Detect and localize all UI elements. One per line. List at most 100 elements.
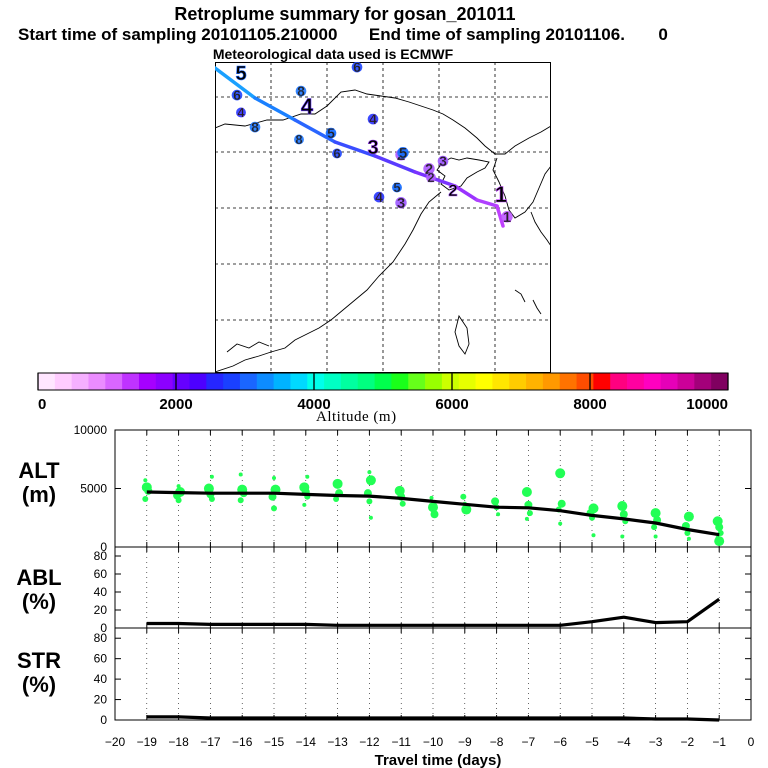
trajectory-segment bbox=[333, 140, 377, 158]
x-tick-label: −3 bbox=[649, 735, 663, 749]
x-tick-label: −11 bbox=[391, 735, 411, 749]
particle-cluster-point bbox=[237, 497, 244, 504]
str-ytick-label: 0 bbox=[100, 713, 107, 727]
plume-dot bbox=[397, 147, 409, 159]
x-tick-label: −6 bbox=[553, 735, 567, 749]
x-tick-label: −13 bbox=[327, 735, 348, 749]
particle-cluster-point bbox=[302, 502, 307, 507]
x-tick-label: 0 bbox=[748, 735, 755, 749]
colorbar-cell bbox=[357, 373, 375, 390]
particle-cluster-point bbox=[524, 516, 529, 521]
day-marker-2: 2 bbox=[425, 161, 433, 178]
colorbar-cell bbox=[711, 373, 729, 390]
abl-label: ABL bbox=[16, 565, 62, 590]
day-marker-4: 4 bbox=[369, 111, 377, 127]
colorbar-cell bbox=[54, 373, 73, 390]
x-axis-title: Travel time (days) bbox=[375, 752, 502, 768]
particle-cluster-point bbox=[460, 493, 467, 500]
particle-cluster-point bbox=[558, 521, 563, 526]
day-marker-5: 5 bbox=[393, 180, 400, 195]
str-panel-label: STR (%) bbox=[4, 649, 74, 697]
particle-cluster-point bbox=[429, 495, 434, 500]
colorbar-cell bbox=[374, 373, 392, 390]
colorbar-cell bbox=[122, 373, 140, 390]
colorbar-cell bbox=[660, 373, 678, 390]
colorbar-cell bbox=[677, 373, 695, 390]
particle-cluster-point bbox=[175, 497, 182, 504]
colorbar-cell bbox=[273, 373, 291, 390]
day-marker-1: 1 bbox=[495, 182, 507, 207]
alt-ytick-label: 10000 bbox=[74, 423, 108, 437]
colorbar-cell bbox=[492, 373, 510, 390]
plume-dot bbox=[295, 85, 307, 97]
colorbar-cell bbox=[526, 373, 544, 390]
particle-cluster-point bbox=[367, 470, 372, 475]
particle-cluster-point bbox=[272, 475, 276, 480]
particle-cluster-point bbox=[526, 510, 533, 517]
plume-dot bbox=[437, 155, 449, 167]
particle-cluster-point bbox=[332, 478, 343, 489]
trajectory-segment bbox=[475, 198, 499, 208]
str-panel: 0 20 40 60 80 bbox=[94, 627, 752, 727]
particle-cluster-point bbox=[366, 498, 373, 505]
abl-ytick-label: 20 bbox=[94, 603, 108, 617]
plume-dot bbox=[332, 148, 342, 159]
particle-cluster-point bbox=[557, 499, 566, 508]
particle-cluster-point bbox=[461, 504, 472, 515]
particle-cluster-point bbox=[521, 487, 532, 498]
str-unit: (%) bbox=[21, 672, 57, 697]
colorbar-cell bbox=[542, 373, 561, 390]
x-tick-label: −7 bbox=[522, 735, 536, 749]
chart-title: Retroplume summary for gosan_201011 bbox=[174, 4, 516, 24]
plume-trajectory bbox=[215, 66, 505, 228]
colorbar-cell bbox=[155, 373, 174, 390]
trajectory-segment bbox=[215, 66, 257, 100]
particle-cluster-point bbox=[428, 502, 438, 513]
particle-cluster-point bbox=[651, 524, 658, 531]
plume-dot bbox=[231, 89, 243, 101]
x-tick-label: −17 bbox=[200, 735, 221, 749]
end-time-label: End time of sampling 20101106. bbox=[368, 25, 625, 44]
colorbar-tick-label: 2000 bbox=[159, 396, 192, 413]
abl-panel: 0 20 40 60 80 bbox=[94, 546, 752, 635]
particle-cluster-point bbox=[305, 474, 310, 479]
plume-dot bbox=[367, 113, 379, 125]
colorbar-cell bbox=[627, 373, 645, 390]
end-time-suffix: 0 bbox=[658, 25, 668, 44]
particle-cluster-point bbox=[620, 534, 625, 539]
colorbar-cell bbox=[239, 373, 258, 390]
plume-dot bbox=[501, 211, 513, 223]
colorbar-title: Altitude (m) bbox=[316, 409, 397, 425]
colorbar-tick-label: 8000 bbox=[573, 396, 606, 413]
colorbar-tick-label: 6000 bbox=[435, 396, 468, 413]
colorbar-cell bbox=[38, 373, 56, 390]
day-marker-8: 8 bbox=[295, 132, 302, 147]
str-label: STR bbox=[17, 648, 61, 673]
x-tick-label: −12 bbox=[359, 735, 380, 749]
x-tick-label: −10 bbox=[423, 735, 444, 749]
plume-dot bbox=[294, 134, 304, 145]
x-tick-label: −16 bbox=[232, 735, 253, 749]
plume-dot bbox=[373, 191, 385, 203]
colorbar-cell bbox=[189, 373, 207, 390]
day-marker-1: 1 bbox=[503, 209, 511, 226]
particle-cluster-point bbox=[619, 510, 628, 519]
particle-cluster-point bbox=[686, 536, 691, 541]
colorbar-cell bbox=[172, 373, 190, 390]
plume-markers: 12345122345566884325684 bbox=[231, 62, 513, 226]
particle-cluster-point bbox=[653, 534, 658, 539]
day-marker-3: 3 bbox=[367, 137, 378, 159]
particle-cluster-point bbox=[209, 474, 214, 479]
met-data-label: Meteorological data used is ECMWF bbox=[212, 46, 454, 62]
day-marker-4: 4 bbox=[375, 189, 383, 205]
colorbar-tick-label: 4000 bbox=[297, 396, 330, 413]
particle-cluster-point bbox=[591, 533, 596, 538]
abl-ytick-label: 60 bbox=[94, 567, 108, 581]
particle-cluster-point bbox=[491, 497, 500, 506]
plume-dot bbox=[249, 121, 261, 133]
coastlines bbox=[215, 89, 551, 373]
colorbar-cell bbox=[408, 373, 426, 390]
trajectory-segment bbox=[293, 118, 337, 144]
x-tick-label: −19 bbox=[137, 735, 158, 749]
x-tick-label: −18 bbox=[168, 735, 189, 749]
